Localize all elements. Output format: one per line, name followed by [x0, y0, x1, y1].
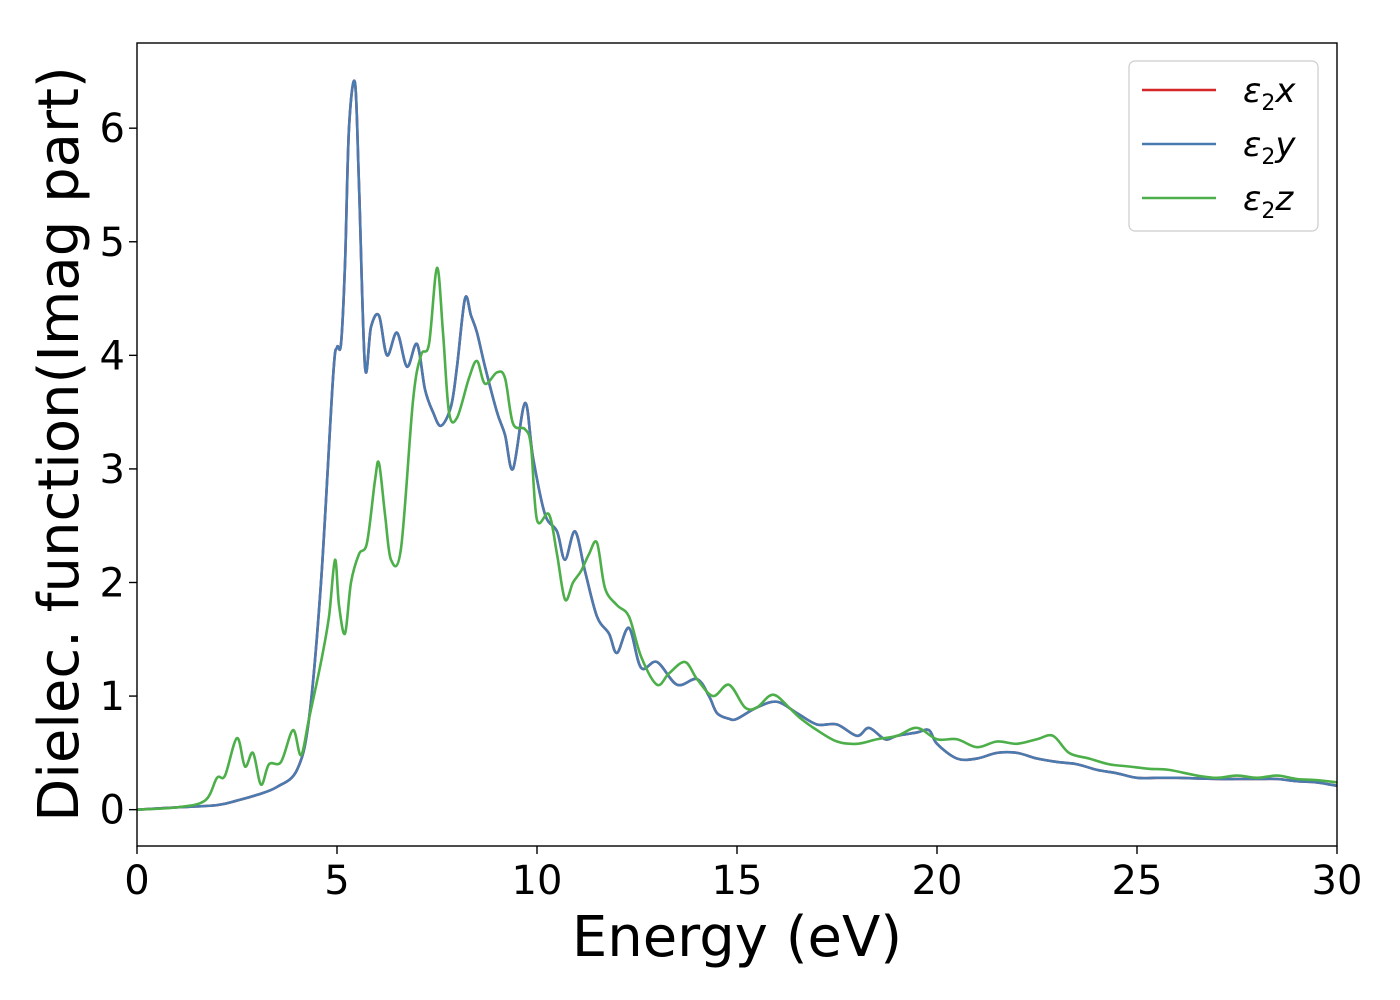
legend-box: [1128, 60, 1319, 232]
y-tick-label: 1: [100, 674, 125, 720]
x-tick-label: 25: [1112, 858, 1163, 904]
legend-label-z: ε2z: [1243, 179, 1294, 224]
y-tick-label: 5: [100, 220, 125, 266]
x-tick-label: 20: [912, 858, 963, 904]
series-layer: [137, 79, 1337, 811]
y-tick-label: 2: [100, 560, 125, 606]
y-tick-label: 0: [100, 788, 125, 834]
x-tick-label: 5: [324, 858, 349, 904]
y-axis-ticks: 0 1 2 3 4 5 6: [100, 106, 137, 834]
series-line-z: [137, 266, 1337, 811]
series-line-y: [137, 79, 1337, 811]
x-axis-ticks: 0 5 10 15 20 25 30: [124, 846, 1362, 904]
legend: ε2x ε2y ε2z: [1128, 60, 1319, 232]
y-axis-title: Dielec. function(Imag part): [27, 66, 92, 822]
legend-label-y: ε2y: [1243, 125, 1296, 170]
x-tick-label: 0: [124, 858, 149, 904]
y-tick-label: 6: [100, 106, 125, 152]
x-axis-title: Energy (eV): [572, 905, 902, 970]
x-tick-label: 10: [512, 858, 563, 904]
x-tick-label: 30: [1312, 858, 1363, 904]
y-tick-label: 3: [100, 447, 125, 493]
y-tick-label: 4: [100, 333, 125, 379]
x-tick-label: 15: [712, 858, 763, 904]
legend-label-x: ε2x: [1243, 71, 1296, 116]
